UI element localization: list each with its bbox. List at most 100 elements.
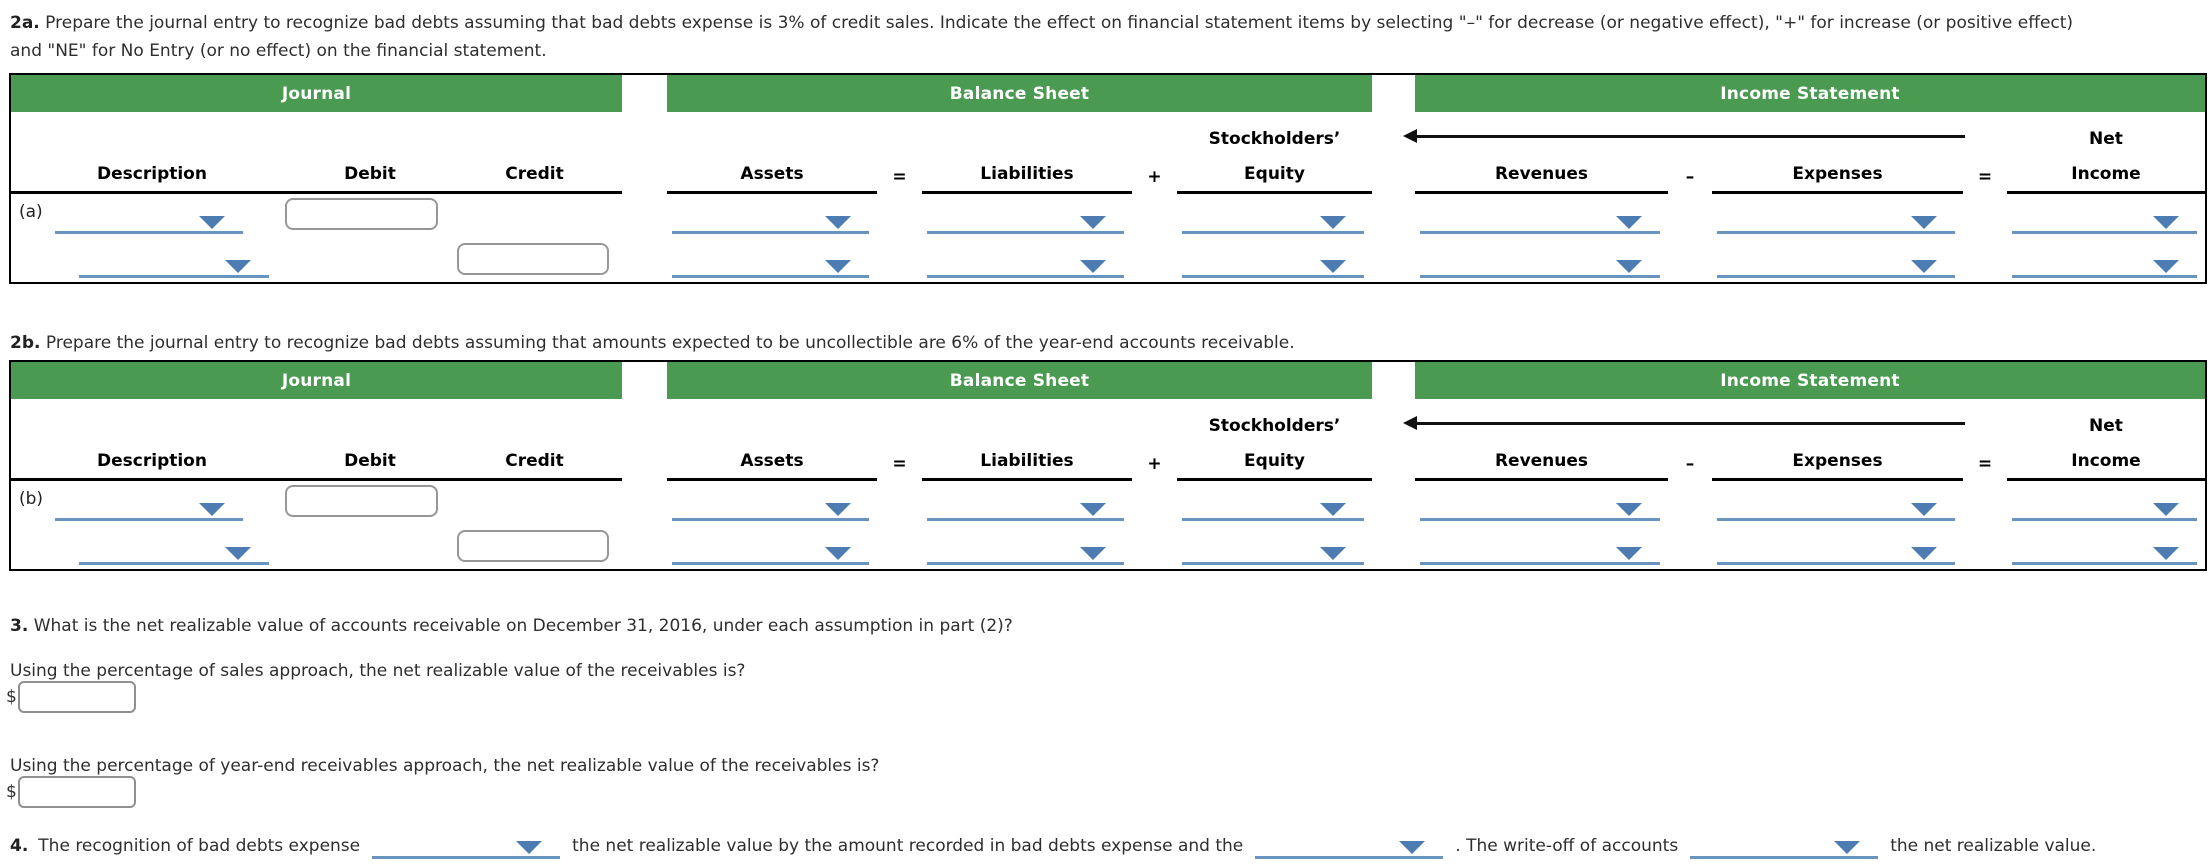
debit-amount-input[interactable] <box>285 198 438 230</box>
net-income-effect-dropdown-row1[interactable] <box>2012 501 2197 521</box>
question-3-sub2-text: Using the percentage of year-end receiva… <box>10 756 880 776</box>
dropdown-arrow-icon <box>825 216 851 229</box>
dropdown-arrow-icon <box>199 216 225 229</box>
balance-sheet-column-headers: Assets = Liabilities + Stockholders’ Equ… <box>667 399 1372 481</box>
equity-effect-dropdown-row2[interactable] <box>1182 258 1364 278</box>
dropdown-arrow-icon <box>1911 547 1937 560</box>
debit-amount-input[interactable] <box>285 485 438 517</box>
expenses-effect-dropdown-row1[interactable] <box>1717 214 1955 234</box>
income-statement-column-headers: Revenues – Expenses = Net Income <box>1403 112 2205 194</box>
debit-column-header: Debit <box>344 164 396 184</box>
credit-amount-input[interactable] <box>457 530 609 562</box>
receivables-approach-answer: $ <box>6 776 136 808</box>
financial-statement-table-2b: Journal Description Debit Credit (b) <box>9 360 2207 571</box>
journal-description-dropdown-row1[interactable] <box>55 214 243 234</box>
balance-sheet-rows <box>667 194 1372 282</box>
dropdown-arrow-icon <box>1320 503 1346 516</box>
liabilities-effect-dropdown-row1[interactable] <box>927 214 1124 234</box>
dropdown-arrow-icon <box>1399 841 1426 854</box>
liabilities-effect-dropdown-row2[interactable] <box>927 258 1124 278</box>
expenses-effect-dropdown-row2[interactable] <box>1717 258 1955 278</box>
dropdown-arrow-icon <box>1616 503 1642 516</box>
dropdown-arrow-icon <box>1320 260 1346 273</box>
net-realizable-value-receivables-input[interactable] <box>17 776 136 808</box>
allowance-effect-dropdown[interactable] <box>1255 839 1444 859</box>
dropdown-arrow-icon <box>1616 547 1642 560</box>
dropdown-arrow-icon <box>1911 216 1937 229</box>
revenues-effect-dropdown-row1[interactable] <box>1420 501 1660 521</box>
net-income-column-header: Net Income <box>2007 399 2205 481</box>
assets-effect-dropdown-row1[interactable] <box>672 501 869 521</box>
credit-column-header: Credit <box>505 451 564 471</box>
minus-operator: – <box>1685 167 1695 187</box>
liabilities-effect-dropdown-row1[interactable] <box>927 501 1124 521</box>
net-income-column-header: Net Income <box>2007 112 2205 194</box>
dropdown-arrow-icon <box>1320 216 1346 229</box>
question-2a-text-line2: and "NE" for No Entry (or no effect) on … <box>10 41 547 61</box>
balance-sheet-section: Balance Sheet Assets = Liabilities + Sto… <box>667 75 1372 282</box>
minus-operator: – <box>1685 454 1695 474</box>
dropdown-arrow-icon <box>2153 547 2179 560</box>
row-label-a: (a) <box>19 202 43 222</box>
journal-column-headers: Description Debit Credit <box>11 399 622 481</box>
dropdown-arrow-icon <box>2153 216 2179 229</box>
dropdown-arrow-icon <box>225 260 251 273</box>
journal-rows: (a) <box>11 194 622 282</box>
net-income-effect-dropdown-row2[interactable] <box>2012 545 2197 565</box>
revenues-effect-dropdown-row2[interactable] <box>1420 545 1660 565</box>
equity-effect-dropdown-row1[interactable] <box>1182 501 1364 521</box>
income-statement-rows <box>1415 481 2205 569</box>
balance-sheet-header: Balance Sheet <box>667 362 1372 399</box>
plus-operator: + <box>1147 167 1162 187</box>
section-gap <box>622 362 667 569</box>
expenses-effect-dropdown-row1[interactable] <box>1717 501 1955 521</box>
credit-amount-input[interactable] <box>457 243 609 275</box>
revenues-effect-dropdown-row2[interactable] <box>1420 258 1660 278</box>
journal-description-dropdown-row2[interactable] <box>79 258 269 278</box>
balance-sheet-section: Balance Sheet Assets = Liabilities + Sto… <box>667 362 1372 569</box>
liabilities-column-header: Liabilities <box>922 399 1132 481</box>
question-2b-prefix: 2b. <box>10 333 41 353</box>
equals-operator: = <box>1977 454 1993 474</box>
dropdown-arrow-icon <box>2153 503 2179 516</box>
journal-description-dropdown-row2[interactable] <box>79 545 269 565</box>
net-income-effect-dropdown-row1[interactable] <box>2012 214 2197 234</box>
balance-sheet-rows <box>667 481 1372 569</box>
balance-sheet-column-headers: Assets = Liabilities + Stockholders’ Equ… <box>667 112 1372 194</box>
income-statement-section: Income Statement Revenues – Expenses = N… <box>1403 75 2205 282</box>
dropdown-arrow-icon <box>1080 216 1106 229</box>
liabilities-effect-dropdown-row2[interactable] <box>927 545 1124 565</box>
assets-effect-dropdown-row1[interactable] <box>672 214 869 234</box>
expenses-column-header: Expenses <box>1712 399 1963 481</box>
stockholders-equity-column-header: Stockholders’ Equity <box>1177 399 1372 481</box>
row-label-b: (b) <box>19 489 44 509</box>
description-column-header: Description <box>97 451 207 471</box>
write-off-effect-dropdown[interactable] <box>1690 839 1879 859</box>
expenses-effect-dropdown-row2[interactable] <box>1717 545 1955 565</box>
question-2b-text: 2b. Prepare the journal entry to recogni… <box>10 333 1295 353</box>
section-gap <box>1372 362 1415 569</box>
journal-header: Journal <box>11 75 622 112</box>
description-column-header: Description <box>97 164 207 184</box>
question-3-prefix: 3. <box>10 616 29 636</box>
assets-effect-dropdown-row2[interactable] <box>672 545 869 565</box>
equals-operator: = <box>892 167 907 187</box>
net-realizable-value-sales-input[interactable] <box>17 681 136 713</box>
dropdown-arrow-icon <box>1080 260 1106 273</box>
question-3-sub1-text: Using the percentage of sales approach, … <box>10 661 746 681</box>
recognition-effect-dropdown[interactable] <box>372 839 561 859</box>
assets-effect-dropdown-row2[interactable] <box>672 258 869 278</box>
revenues-effect-dropdown-row1[interactable] <box>1420 214 1660 234</box>
dropdown-arrow-icon <box>1834 841 1861 854</box>
dollar-sign: $ <box>6 687 17 707</box>
dropdown-arrow-icon <box>1616 260 1642 273</box>
dropdown-arrow-icon <box>1080 503 1106 516</box>
dropdown-arrow-icon <box>825 503 851 516</box>
dropdown-arrow-icon <box>825 547 851 560</box>
plus-operator: + <box>1147 454 1162 474</box>
liabilities-column-header: Liabilities <box>922 112 1132 194</box>
equity-effect-dropdown-row2[interactable] <box>1182 545 1364 565</box>
equity-effect-dropdown-row1[interactable] <box>1182 214 1364 234</box>
net-income-effect-dropdown-row2[interactable] <box>2012 258 2197 278</box>
journal-description-dropdown-row1[interactable] <box>55 501 243 521</box>
